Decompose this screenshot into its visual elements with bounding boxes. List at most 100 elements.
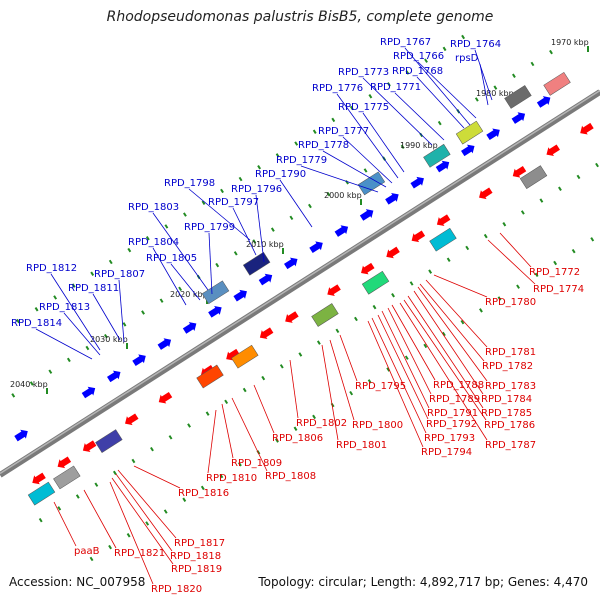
leader-line xyxy=(387,307,432,395)
forward-gene-arrow xyxy=(14,429,28,442)
leader-line xyxy=(83,489,117,549)
tick-mark xyxy=(141,310,145,315)
gene-label: RPD_1773 xyxy=(338,67,389,78)
forward-gene-arrow xyxy=(132,354,146,367)
tick-mark xyxy=(201,200,206,205)
leader-line xyxy=(381,310,430,409)
tick-mark xyxy=(312,414,316,420)
kbp-label: 2010 kbp xyxy=(246,240,284,249)
forward-gene-arrow xyxy=(536,96,551,108)
gene-label: RPD_1799 xyxy=(184,222,235,233)
tick-mark xyxy=(252,239,257,244)
tick-mark xyxy=(316,340,321,345)
tick-mark xyxy=(275,153,280,158)
tick-mark xyxy=(571,248,576,254)
tick-mark xyxy=(38,517,43,523)
tick-mark xyxy=(104,333,108,339)
leader-line xyxy=(221,403,234,459)
leader-line xyxy=(391,304,436,381)
leader-line xyxy=(499,232,532,268)
gene-label: RPD_1820 xyxy=(151,584,202,595)
tick-mark xyxy=(405,70,410,75)
tick-mark xyxy=(465,245,470,251)
reverse-gene-arrow xyxy=(386,246,400,259)
leader-line xyxy=(109,481,154,585)
kbp-label: 1970 kbp xyxy=(551,38,589,47)
tick-mark xyxy=(122,322,127,327)
leader-line xyxy=(133,465,181,489)
gene-label: RPD_1818 xyxy=(170,551,221,562)
leader-line xyxy=(118,279,125,343)
gene-block xyxy=(311,303,339,327)
gene-label: RPD_1805 xyxy=(146,253,197,264)
reverse-gene-arrow xyxy=(285,311,299,323)
gene-block xyxy=(519,165,548,189)
leader-line xyxy=(399,302,488,441)
leader-line xyxy=(416,76,465,129)
tick-mark xyxy=(335,328,340,334)
tick-mark xyxy=(386,367,391,372)
gene-label: RPD_1793 xyxy=(424,433,475,444)
tick-mark xyxy=(11,393,16,398)
leader-line xyxy=(188,188,251,241)
tick-mark xyxy=(479,308,483,313)
tick-mark xyxy=(534,272,539,278)
gene-block xyxy=(357,171,386,196)
tick-mark xyxy=(349,105,354,111)
tick-mark xyxy=(29,381,34,386)
leader-line xyxy=(321,344,339,441)
kbp-tick xyxy=(360,199,362,205)
reverse-gene-arrow xyxy=(361,262,375,275)
leader-line xyxy=(433,274,488,298)
reverse-gene-arrow xyxy=(479,187,493,200)
kbp-tick xyxy=(282,248,284,254)
tick-mark xyxy=(354,316,358,322)
accession-label: Accession: NC_007958 xyxy=(9,575,146,589)
reverse-gene-arrow xyxy=(327,284,341,296)
reverse-gene-arrow xyxy=(512,165,527,178)
leader-line xyxy=(339,334,358,382)
gene-label: RPD_1800 xyxy=(352,420,403,431)
tick-mark xyxy=(150,446,154,452)
tick-mark xyxy=(261,375,266,381)
gene-label: paaB xyxy=(74,546,100,557)
tick-mark xyxy=(16,318,20,324)
tick-mark xyxy=(145,236,150,241)
gene-label: RPD_1808 xyxy=(265,471,316,482)
gene-label: RPD_1794 xyxy=(421,447,472,458)
forward-gene-arrow xyxy=(107,370,121,383)
leader-line xyxy=(403,299,487,421)
forward-gene-arrow xyxy=(284,257,298,270)
tick-mark xyxy=(549,49,553,55)
tick-mark xyxy=(391,293,395,298)
tick-mark xyxy=(53,295,58,300)
gene-label: RPD_1803 xyxy=(128,202,179,213)
leader-line xyxy=(342,136,393,184)
tick-mark xyxy=(34,307,39,312)
leader-line xyxy=(208,232,213,295)
tick-mark xyxy=(590,237,595,242)
gene-label: RPD_1809 xyxy=(231,458,282,469)
leader-line xyxy=(300,165,379,193)
gene-label: RPD_1771 xyxy=(370,82,421,93)
leader-line xyxy=(394,92,445,141)
tick-mark xyxy=(493,85,498,90)
leader-line xyxy=(255,194,265,263)
forward-gene-arrow xyxy=(486,128,500,141)
tick-mark xyxy=(539,198,544,203)
tick-mark xyxy=(126,533,131,538)
reverse-gene-arrow xyxy=(259,327,274,339)
gene-label: RPD_1783 xyxy=(485,381,536,392)
gene-label: RPD_1801 xyxy=(336,440,387,451)
tick-mark xyxy=(331,117,336,123)
tick-mark xyxy=(233,251,238,256)
tick-mark xyxy=(127,247,132,253)
tick-mark xyxy=(270,227,275,232)
gene-label: RPD_1817 xyxy=(174,538,225,549)
leader-line xyxy=(170,263,201,301)
gene-label: RPD_1775 xyxy=(338,102,389,113)
leader-line xyxy=(63,312,101,356)
chromosome-axis xyxy=(0,89,600,478)
tick-mark xyxy=(224,399,229,405)
